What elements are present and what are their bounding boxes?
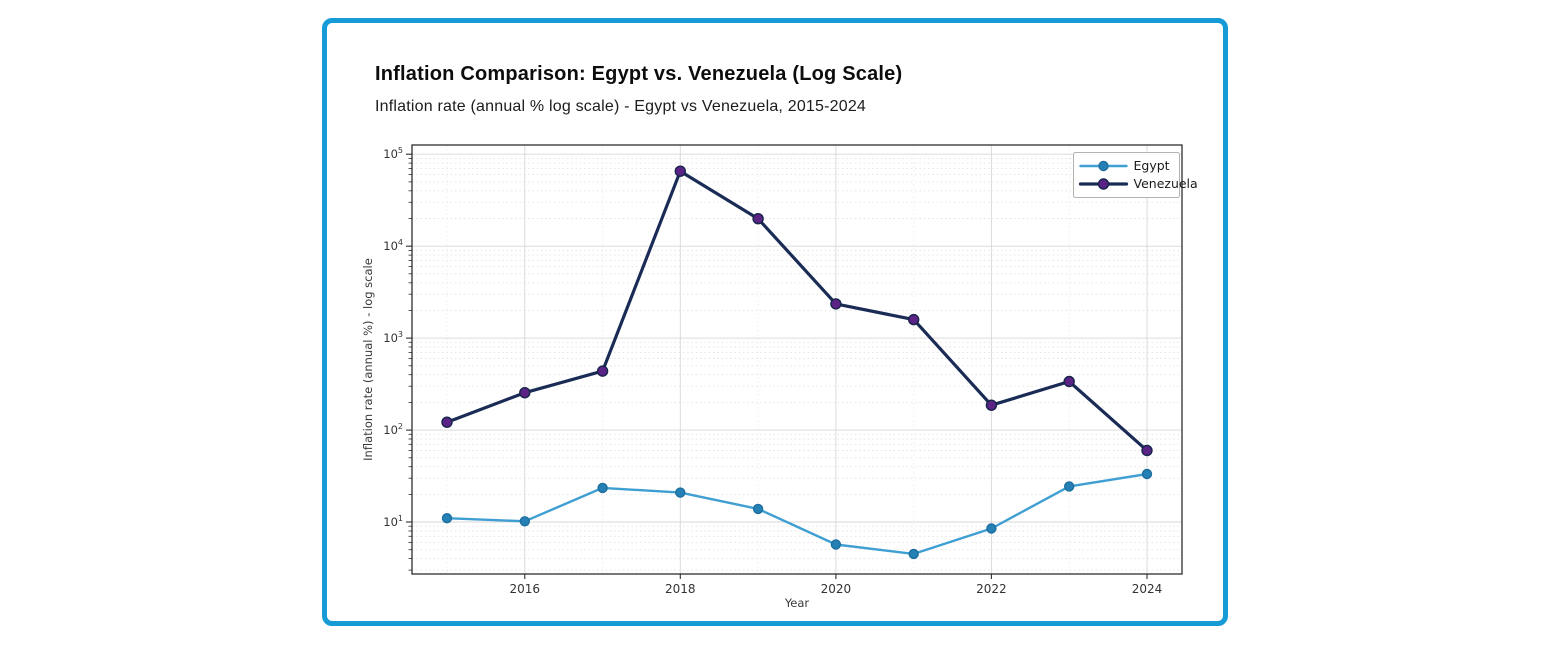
x-tick-label: 2022 xyxy=(976,582,1007,596)
series-egypt-line xyxy=(445,472,1149,556)
series-venezuela-point xyxy=(985,399,998,411)
series-venezuela-point xyxy=(596,365,609,377)
x-tick-label: 2024 xyxy=(1132,582,1163,596)
series-venezuela-point xyxy=(441,416,453,428)
y-tick-label: 101 xyxy=(383,514,403,529)
plot-frame xyxy=(411,144,1183,575)
y-tick-label: 105 xyxy=(383,146,403,161)
x-tick-label: 2018 xyxy=(665,582,696,596)
y-axis-label: Inflation rate (annual %) - log scale xyxy=(361,258,375,461)
series-venezuela-line xyxy=(445,169,1149,453)
y-tick-label: 104 xyxy=(383,238,403,253)
series-egypt-point xyxy=(830,539,842,550)
series-egypt-point xyxy=(597,482,608,494)
y-tick-label: 103 xyxy=(383,330,403,345)
series-egypt-point xyxy=(675,487,686,498)
series-egypt-point xyxy=(752,503,764,515)
legend-label-venezuela: Venezuela xyxy=(1134,176,1198,191)
series-venezuela-point xyxy=(1063,375,1075,388)
series-egypt-point xyxy=(986,523,997,534)
legend: Egypt Venezuela xyxy=(1073,152,1198,198)
series-venezuela-point xyxy=(830,298,842,310)
series-egypt-point xyxy=(441,513,453,524)
series-egypt-point xyxy=(1141,468,1153,480)
legend-label-egypt: Egypt xyxy=(1134,158,1170,173)
y-tick-label: 102 xyxy=(383,422,403,437)
chart-subtitle: Inflation rate (annual % log scale) - Eg… xyxy=(375,98,867,115)
x-axis-label: Year xyxy=(784,596,810,610)
series-egypt-point xyxy=(908,548,919,560)
series-venezuela-point xyxy=(908,313,920,326)
series-venezuela-point xyxy=(674,165,686,177)
x-tick-label: 2016 xyxy=(510,582,541,596)
series-venezuela-point xyxy=(1141,444,1153,457)
series-venezuela-point xyxy=(519,387,531,399)
series-egypt-point xyxy=(519,516,530,527)
chart-card: Inflation Comparison: Egypt vs. Venezuel… xyxy=(322,18,1228,626)
page-title: Inflation Comparison: Egypt vs. Venezuel… xyxy=(375,63,903,85)
x-tick-label: 2020 xyxy=(821,582,852,596)
series-venezuela-point xyxy=(752,212,764,225)
series-egypt-point xyxy=(1063,481,1075,492)
